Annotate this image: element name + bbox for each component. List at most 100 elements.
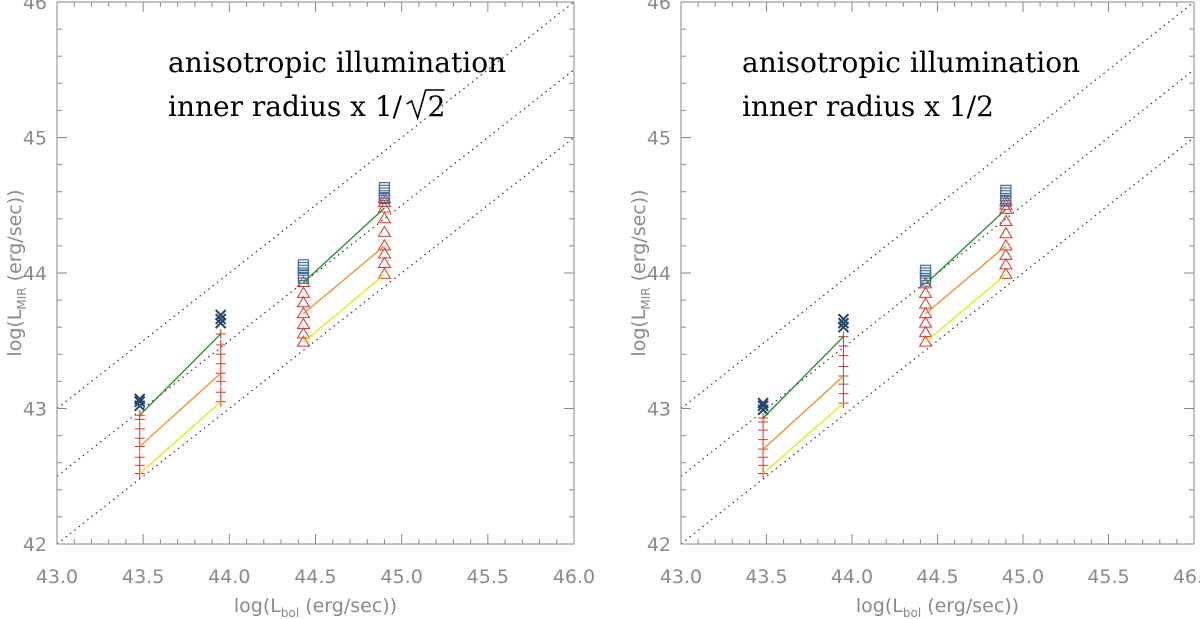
triangle-marker — [999, 238, 1013, 251]
y-axis-title: log(LMIR (erg/sec)) — [4, 189, 29, 356]
triangle-marker-group — [918, 276, 933, 347]
triangle-marker — [296, 335, 311, 347]
plus-marker — [838, 350, 849, 361]
reference-line — [681, 69, 1194, 477]
annotation-line-2: inner radius x 1/ — [168, 90, 403, 123]
square-marker — [378, 182, 391, 194]
triangle-marker — [296, 275, 311, 287]
plus-marker — [215, 368, 226, 379]
y-axis-title-units: (erg/sec)) — [4, 189, 26, 287]
cross-marker — [215, 313, 227, 325]
y-tick-label: 44 — [23, 263, 47, 285]
triangle-marker — [377, 247, 392, 259]
triangle-marker — [999, 257, 1013, 270]
x-tick-label: 43.0 — [660, 566, 702, 588]
y-tick-label: 43 — [647, 399, 671, 421]
triangle-marker — [377, 238, 392, 251]
plus-marker — [134, 433, 145, 444]
x-axis-title-main: log(L — [856, 595, 903, 617]
orange-series-line — [925, 245, 1007, 315]
triangle-marker — [296, 295, 311, 308]
y-tick-label: 42 — [647, 534, 671, 556]
square-marker — [919, 264, 932, 276]
square-marker — [1000, 184, 1012, 196]
sqrt-symbol — [406, 89, 445, 121]
plus-marker-group — [215, 328, 226, 407]
yellow-series-line — [139, 401, 222, 475]
triangle-marker — [918, 306, 933, 319]
x-tick-label: 44.0 — [831, 566, 873, 588]
annotation-line-1: anisotropic illumination — [168, 46, 506, 79]
triangle-marker — [918, 316, 933, 328]
square-marker — [297, 259, 310, 271]
y-tick-label: 46 — [23, 0, 47, 14]
yellow-series-line — [303, 273, 385, 343]
square-marker-group — [919, 264, 932, 287]
plus-marker-group — [758, 412, 769, 479]
y-axis-title-main: log(L — [628, 309, 650, 356]
orange-series-line — [303, 245, 385, 315]
triangle-marker — [296, 317, 311, 329]
square-marker-group — [1000, 184, 1012, 207]
triangle-marker — [999, 198, 1013, 210]
plus-marker — [215, 339, 226, 350]
x-tick-label: 45.0 — [1002, 566, 1044, 588]
y-tick-label: 46 — [647, 0, 671, 14]
x-axis-title-main: log(L — [234, 595, 281, 617]
green-series-line — [925, 208, 1007, 285]
cross-marker — [215, 317, 227, 329]
plus-marker-group — [134, 410, 145, 479]
reference-line — [681, 2, 1194, 409]
triangle-marker — [999, 214, 1013, 227]
cross-marker-group — [757, 397, 769, 416]
green-series-line — [139, 333, 222, 416]
x-tick-label: 44.0 — [208, 566, 250, 588]
x-axis-title: log(Lbol (erg/sec)) — [234, 595, 397, 619]
y-axis-title-main: log(L — [4, 309, 26, 356]
plus-marker — [134, 423, 145, 434]
reference-line — [681, 137, 1194, 544]
y-tick-label: 45 — [23, 128, 47, 150]
cross-marker-group — [134, 393, 146, 412]
triangle-marker-group — [296, 275, 311, 347]
triangle-marker — [377, 256, 392, 269]
cross-marker — [215, 309, 227, 321]
y-tick-label: 43 — [23, 399, 47, 421]
cross-marker — [757, 400, 769, 412]
x-tick-label: 45.5 — [1087, 566, 1129, 588]
cross-marker — [837, 317, 850, 329]
triangle-marker — [918, 335, 933, 347]
plus-marker — [134, 452, 145, 463]
cross-marker — [757, 397, 769, 409]
triangle-marker — [918, 286, 933, 298]
triangle-marker — [377, 267, 392, 279]
y-axis-title: log(LMIR (erg/sec)) — [628, 189, 653, 356]
cross-marker — [134, 393, 146, 405]
yellow-series-line — [925, 273, 1007, 343]
y-tick-label: 42 — [23, 534, 47, 556]
reference-lines — [57, 2, 574, 544]
orange-series-line — [762, 375, 844, 450]
x-tick-label: 44.5 — [916, 566, 958, 588]
plus-marker — [838, 341, 849, 352]
yellow-series-line — [762, 402, 844, 475]
triangle-marker-group — [377, 191, 392, 279]
cross-marker — [837, 321, 850, 333]
triangle-marker-group — [999, 194, 1013, 279]
triangle-marker — [296, 286, 311, 298]
plus-marker — [838, 361, 849, 372]
plus-marker — [838, 388, 849, 399]
triangle-marker — [918, 325, 933, 338]
plus-marker — [215, 358, 226, 369]
x-axis-title: log(Lbol (erg/sec)) — [856, 595, 1019, 619]
x-tick-label: 43.5 — [122, 566, 164, 588]
green-series-line — [762, 336, 844, 419]
y-axis-title-subscript: MIR — [15, 287, 29, 309]
x-tick-label: 43.0 — [36, 566, 78, 588]
triangle-marker — [296, 306, 311, 319]
triangle-marker — [296, 327, 311, 339]
panel-right: 43.0 43.5 44.0 44.5 45.0 45.5 46.0 42 43 44 45 46 lo… — [628, 0, 1200, 619]
plus-marker — [215, 387, 226, 398]
plot-frame — [56, 1, 575, 545]
